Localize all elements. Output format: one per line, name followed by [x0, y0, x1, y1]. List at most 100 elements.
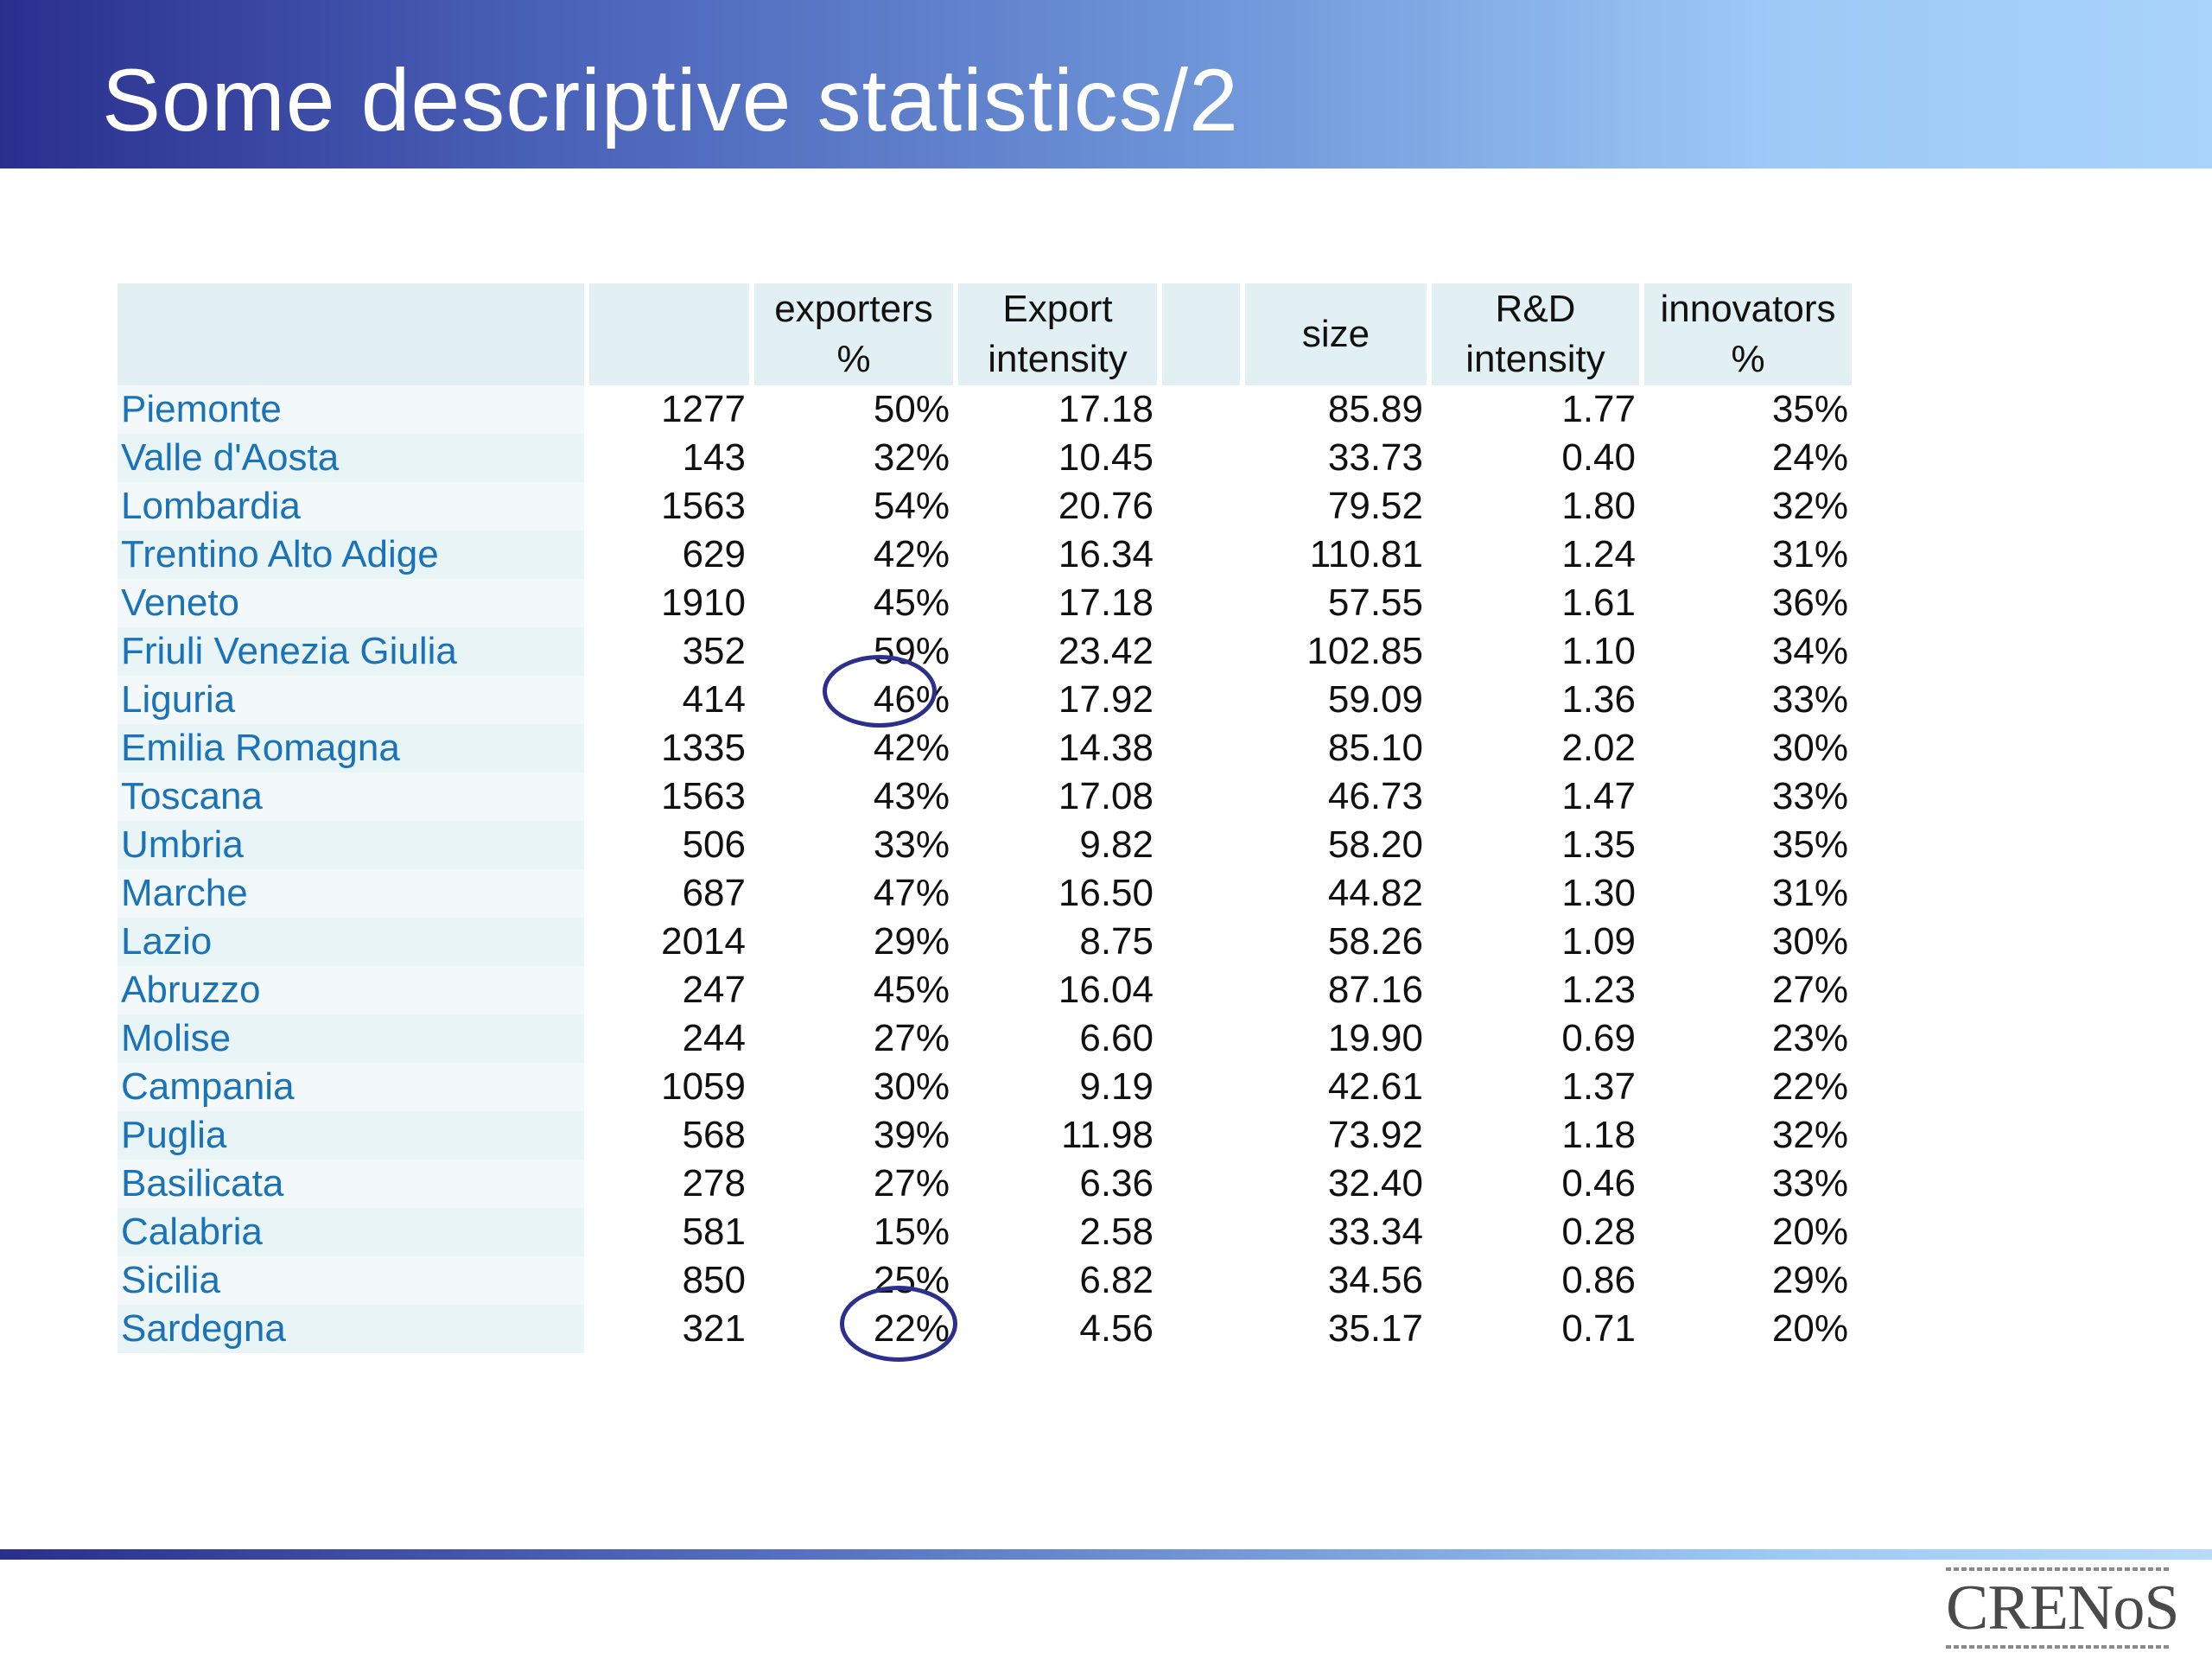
slide-title: Some descriptive statistics/2 [102, 51, 1239, 149]
rd-intensity-cell: 0.69 [1561, 1017, 1636, 1059]
firms-count-cell: 1059 [661, 1065, 746, 1108]
region-name-cell: Marche [118, 869, 584, 918]
export-intensity-cell: 6.36 [1079, 1162, 1154, 1205]
table-header-row: exporters % Export intensity size R&D in… [118, 283, 1852, 385]
rd-intensity-cell: 1.18 [1561, 1114, 1636, 1156]
rd-intensity-cell: 1.77 [1561, 388, 1636, 430]
region-name-cell: Molise [118, 1014, 584, 1063]
table-row: Abruzzo 247 45% 16.04 87.16 1.23 27% [118, 966, 1852, 1014]
firms-count-cell: 687 [682, 872, 746, 914]
table-row: Umbria 506 33% 9.82 58.20 1.35 35% [118, 821, 1852, 869]
export-intensity-cell: 17.08 [1058, 775, 1154, 817]
firms-count-cell: 506 [682, 823, 746, 866]
region-name-cell: Campania [118, 1063, 584, 1111]
region-name-cell: Puglia [118, 1111, 584, 1160]
size-cell: 79.52 [1327, 485, 1423, 527]
empty-col-cell [1162, 579, 1240, 627]
size-cell: 19.90 [1327, 1017, 1423, 1059]
region-name-cell: Calabria [118, 1208, 584, 1256]
exporters-pct-cell: 42% [873, 727, 950, 769]
empty-col-cell [1162, 1256, 1240, 1305]
region-name-cell: Sicilia [118, 1256, 584, 1305]
table-row: Sardegna 321 22% 4.56 35.17 0.71 20% [118, 1305, 1852, 1353]
export-intensity-cell: 17.92 [1058, 678, 1154, 721]
table-row: Lazio 2014 29% 8.75 58.26 1.09 30% [118, 918, 1852, 966]
size-cell: 110.81 [1309, 533, 1423, 575]
empty-col-cell [1162, 1014, 1240, 1063]
rd-intensity-cell: 1.09 [1561, 920, 1636, 963]
innovators-pct-cell: 33% [1771, 678, 1848, 721]
innovators-pct-cell: 23% [1771, 1017, 1848, 1059]
empty-col-cell [1162, 918, 1240, 966]
header-cell: R&D intensity [1432, 283, 1639, 385]
header-cell [1162, 283, 1240, 385]
exporters-pct-cell: 42% [873, 533, 950, 575]
logo-rule-bottom [1946, 1645, 2171, 1649]
export-intensity-cell: 9.82 [1079, 823, 1154, 866]
innovators-pct-cell: 20% [1771, 1211, 1848, 1253]
empty-col-cell [1162, 966, 1240, 1014]
size-cell: 35.17 [1327, 1307, 1423, 1350]
exporters-pct-cell: 50% [873, 388, 950, 430]
rd-intensity-cell: 1.30 [1561, 872, 1636, 914]
firms-count-cell: 629 [682, 533, 746, 575]
empty-col-cell [1162, 482, 1240, 531]
innovators-pct-cell: 35% [1771, 388, 1848, 430]
export-intensity-cell: 10.45 [1058, 436, 1154, 479]
empty-col-cell [1162, 627, 1240, 676]
rd-intensity-cell: 2.02 [1561, 727, 1636, 769]
header-cell [589, 283, 749, 385]
innovators-pct-cell: 31% [1771, 872, 1848, 914]
firms-count-cell: 2014 [661, 920, 746, 963]
innovators-pct-cell: 33% [1771, 1162, 1848, 1205]
size-cell: 102.85 [1306, 630, 1423, 672]
empty-col-cell [1162, 821, 1240, 869]
rd-intensity-cell: 0.71 [1561, 1307, 1636, 1350]
innovators-pct-cell: 20% [1771, 1307, 1848, 1350]
empty-col-cell [1162, 1063, 1240, 1111]
firms-count-cell: 321 [682, 1307, 746, 1350]
innovators-pct-cell: 30% [1771, 727, 1848, 769]
size-cell: 58.26 [1327, 920, 1423, 963]
export-intensity-cell: 4.56 [1079, 1307, 1154, 1350]
size-cell: 33.73 [1327, 436, 1423, 479]
empty-col-cell [1162, 772, 1240, 821]
size-cell: 59.09 [1327, 678, 1423, 721]
table-row: Molise 244 27% 6.60 19.90 0.69 23% [118, 1014, 1852, 1063]
firms-count-cell: 143 [682, 436, 746, 479]
innovators-pct-cell: 36% [1771, 582, 1848, 624]
exporters-pct-cell: 46% [873, 678, 950, 721]
size-cell: 85.89 [1327, 388, 1423, 430]
crenos-logo: CRENoS [1946, 1562, 2180, 1653]
exporters-pct-cell: 27% [873, 1017, 950, 1059]
table-row: Piemonte 1277 50% 17.18 85.89 1.77 35% [118, 385, 1852, 434]
firms-count-cell: 244 [682, 1017, 746, 1059]
table-row: Marche 687 47% 16.50 44.82 1.30 31% [118, 869, 1852, 918]
size-cell: 34.56 [1327, 1259, 1423, 1301]
innovators-pct-cell: 22% [1771, 1065, 1848, 1108]
rd-intensity-cell: 1.23 [1561, 969, 1636, 1011]
size-cell: 42.61 [1327, 1065, 1423, 1108]
firms-count-cell: 850 [682, 1259, 746, 1301]
innovators-pct-cell: 34% [1771, 630, 1848, 672]
innovators-pct-cell: 24% [1771, 436, 1848, 479]
exporters-pct-cell: 45% [873, 969, 950, 1011]
rd-intensity-cell: 1.80 [1561, 485, 1636, 527]
export-intensity-cell: 2.58 [1079, 1211, 1154, 1253]
innovators-pct-cell: 30% [1771, 920, 1848, 963]
firms-count-cell: 247 [682, 969, 746, 1011]
region-name-cell: Friuli Venezia Giulia [118, 627, 584, 676]
rd-intensity-cell: 1.61 [1561, 582, 1636, 624]
region-name-cell: Lombardia [118, 482, 584, 531]
table-row: Basilicata 278 27% 6.36 32.40 0.46 33% [118, 1160, 1852, 1208]
export-intensity-cell: 6.60 [1079, 1017, 1154, 1059]
firms-count-cell: 278 [682, 1162, 746, 1205]
exporters-pct-cell: 22% [873, 1307, 950, 1350]
empty-col-cell [1162, 1305, 1240, 1353]
region-name-cell: Umbria [118, 821, 584, 869]
innovators-pct-cell: 32% [1771, 485, 1848, 527]
table-row: Campania 1059 30% 9.19 42.61 1.37 22% [118, 1063, 1852, 1111]
exporters-pct-cell: 32% [873, 436, 950, 479]
region-name-cell: Trentino Alto Adige [118, 531, 584, 579]
size-cell: 32.40 [1327, 1162, 1423, 1205]
